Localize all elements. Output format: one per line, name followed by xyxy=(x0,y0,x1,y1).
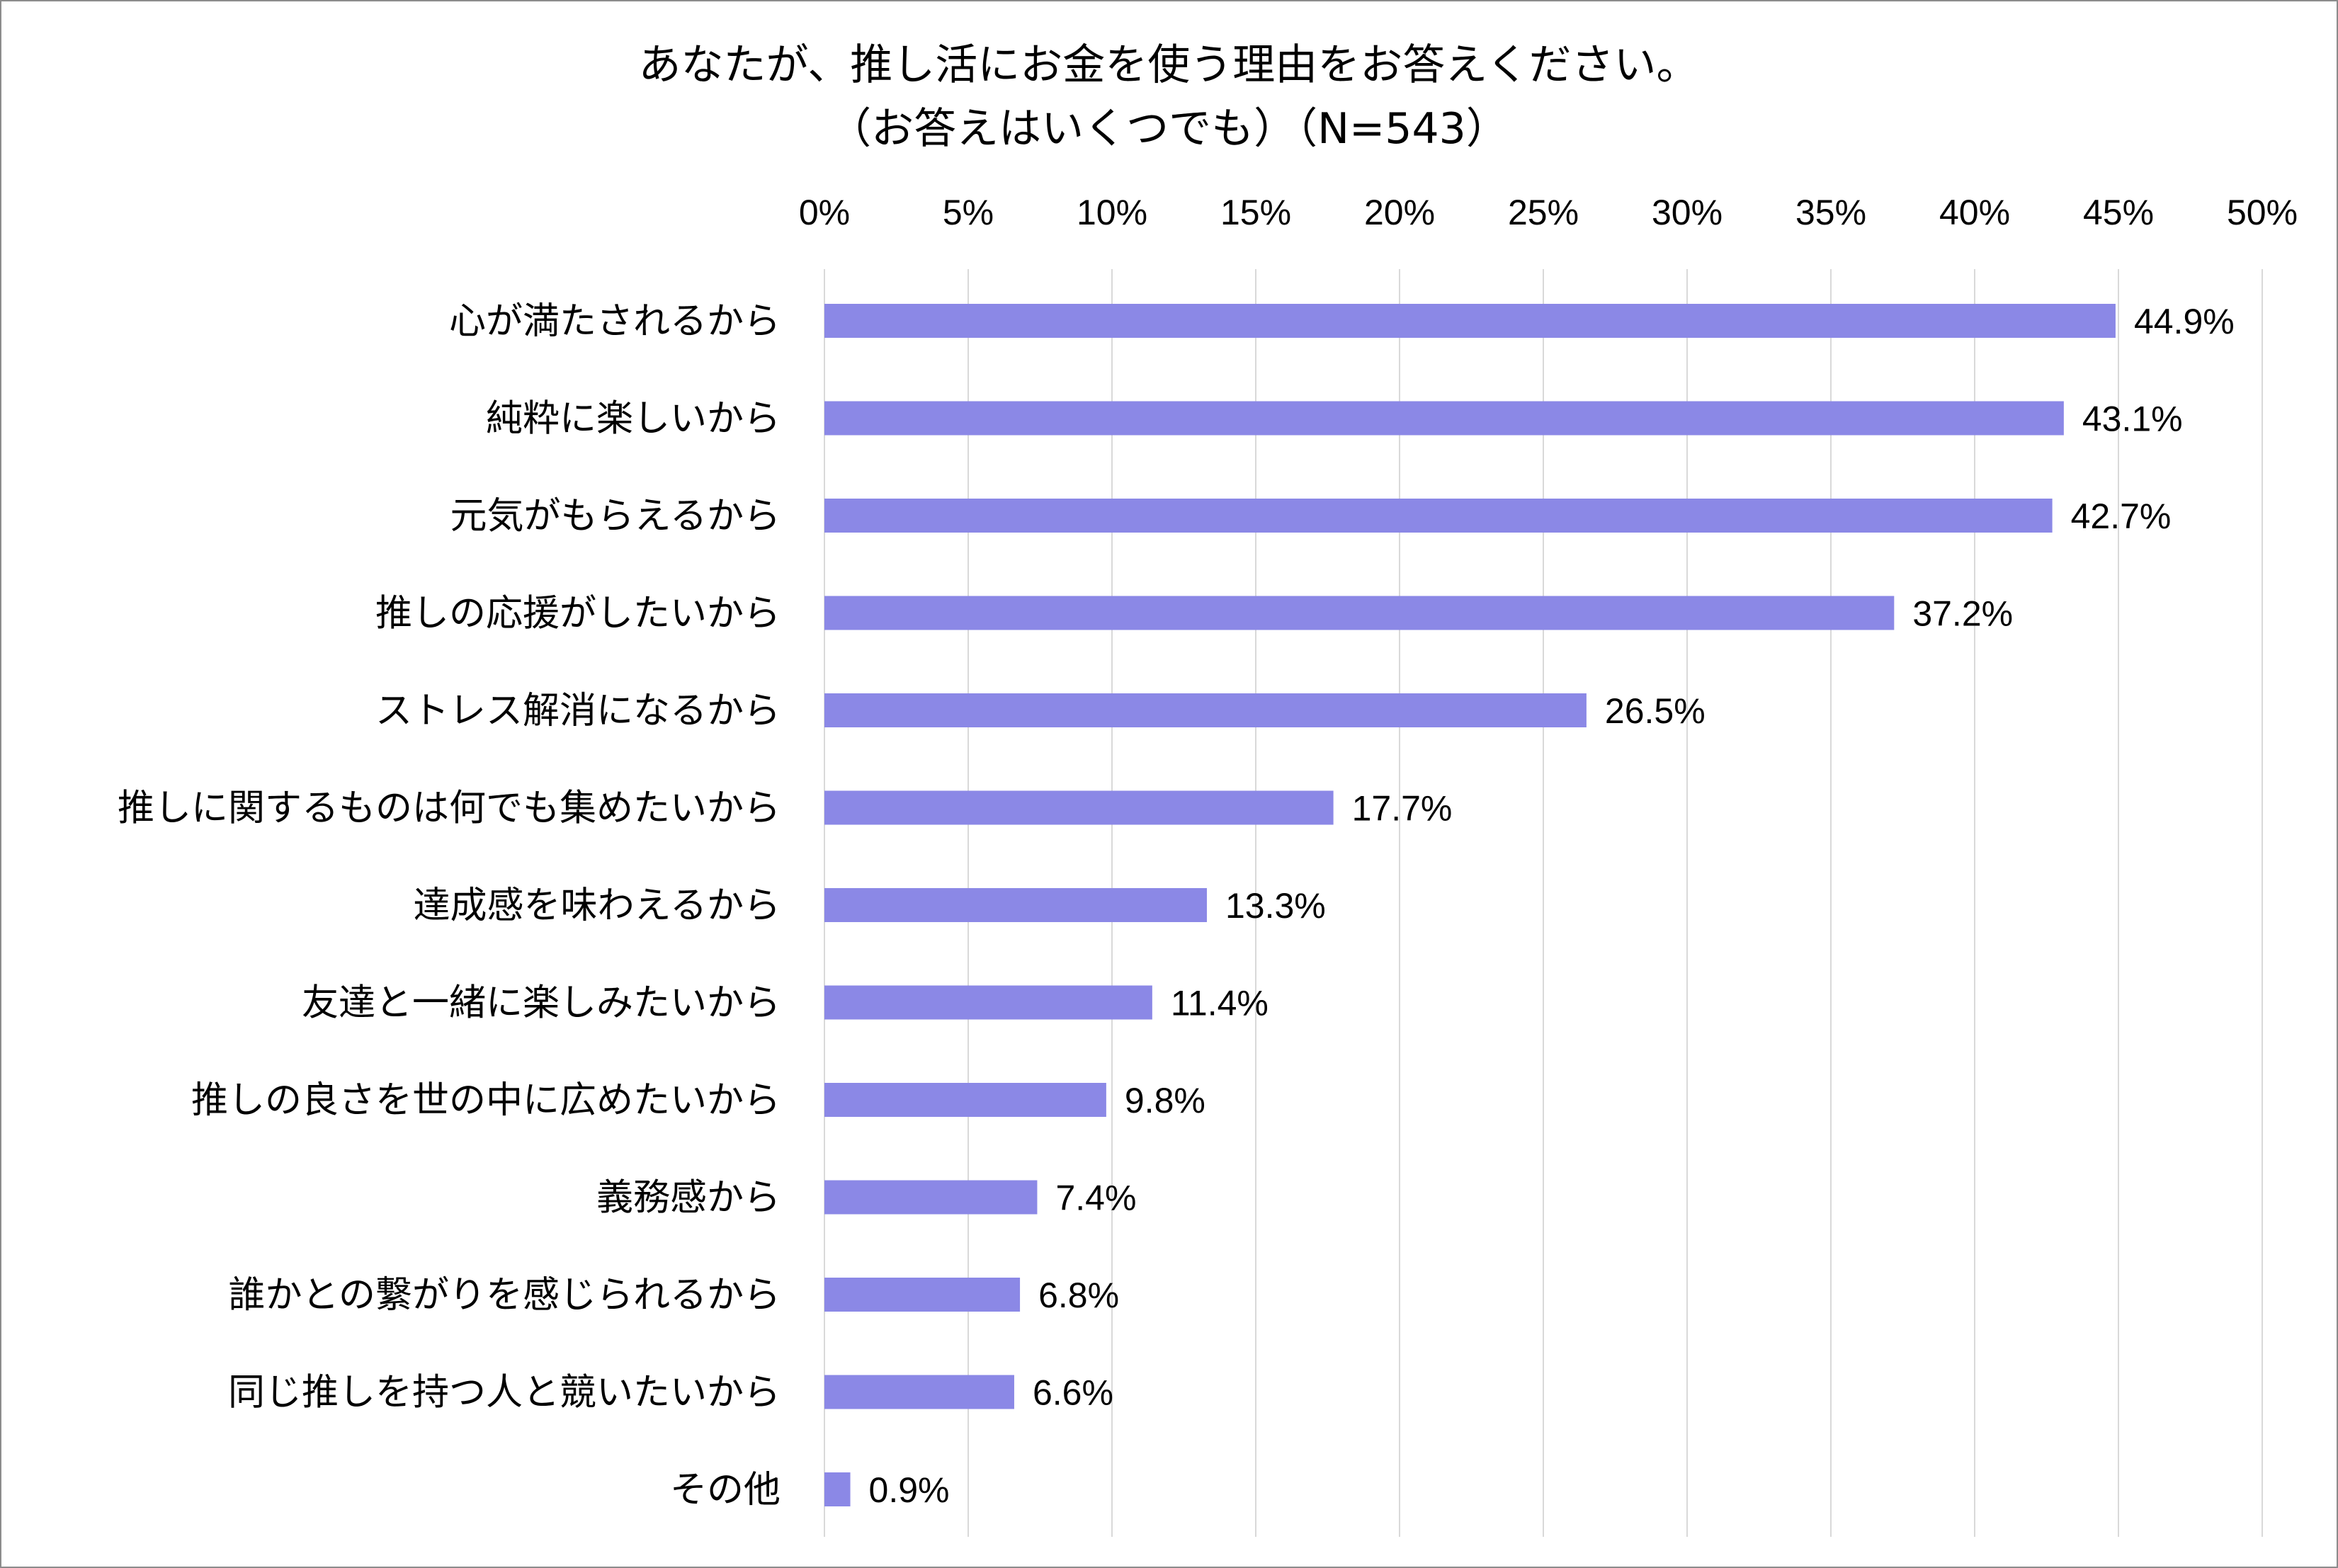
x-tick-label: 20% xyxy=(1364,193,1435,232)
x-tick-label: 35% xyxy=(1795,193,1866,232)
category-label: 同じ推しを持つ人と競いたいから xyxy=(228,1372,781,1414)
bar-value-label: 11.4% xyxy=(1171,984,1269,1023)
gridlines xyxy=(824,269,2263,1537)
bar-value-label: 43.1% xyxy=(2082,399,2183,439)
bar-value-label: 17.7% xyxy=(1352,789,1453,829)
bar-value-label: 6.8% xyxy=(1038,1276,1119,1315)
bar-value-label: 26.5% xyxy=(1605,691,1706,731)
bar xyxy=(824,1278,1021,1312)
bar-value-label: 42.7% xyxy=(2071,496,2172,536)
x-axis-ticks: 0% 5% 10% 15% 20% 25% 30% 35% 40% 45% 50% xyxy=(799,193,2298,232)
x-tick-label: 50% xyxy=(2227,193,2298,232)
value-labels: 44.9% 43.1% 42.7% 37.2% 26.5% 17.7% 13.3% 11.4%… xyxy=(869,302,2235,1510)
bar-value-label: 13.3% xyxy=(1225,886,1326,926)
chart-title: あなたが、推し活にお金を使う理由をお答えください。 xyxy=(639,40,1699,90)
x-tick-label: 5% xyxy=(943,193,994,232)
x-tick-label: 45% xyxy=(2083,193,2154,232)
category-labels: 心が満たされるから純粋に楽しいから元気がもらえるから推しの応援がしたいからストレ… xyxy=(118,300,781,1511)
category-label: 義務感から xyxy=(596,1177,781,1220)
x-tick-label: 15% xyxy=(1220,193,1291,232)
bar xyxy=(824,1472,851,1506)
bar xyxy=(824,790,1334,825)
bar xyxy=(824,1180,1038,1215)
bar-value-label: 9.8% xyxy=(1125,1081,1205,1120)
bar xyxy=(824,304,2116,338)
bars xyxy=(824,304,2116,1506)
category-label: 誰かとの繋がりを感じられるから xyxy=(229,1274,781,1317)
category-label: 推しの応援がしたいから xyxy=(375,593,781,635)
bar xyxy=(824,888,1207,922)
category-label: 心が満たされるから xyxy=(449,300,781,343)
bar-value-label: 0.9% xyxy=(869,1470,950,1510)
bar xyxy=(824,401,2064,436)
chart-subtitle: （お答えはいくつでも）（N=543） xyxy=(829,104,1509,154)
x-tick-label: 30% xyxy=(1652,193,1723,232)
bar xyxy=(824,596,1895,630)
bar xyxy=(824,1375,1014,1409)
bar xyxy=(824,693,1587,727)
bar xyxy=(824,499,2053,533)
category-label: 推しの良さを世の中に広めたいから xyxy=(191,1079,781,1122)
bar xyxy=(824,985,1152,1020)
category-label: 純粋に楽しいから xyxy=(486,398,781,441)
bar-value-label: 7.4% xyxy=(1055,1178,1136,1218)
category-label: 友達と一緒に楽しみたいから xyxy=(302,982,781,1025)
bar-value-label: 44.9% xyxy=(2134,302,2235,341)
bar-value-label: 6.6% xyxy=(1033,1373,1113,1413)
bar xyxy=(824,1083,1106,1117)
x-tick-label: 25% xyxy=(1508,193,1579,232)
category-label: ストレス解消になるから xyxy=(375,690,781,732)
category-label: 元気がもらえるから xyxy=(450,495,781,538)
bar-value-label: 37.2% xyxy=(1912,594,2013,634)
x-tick-label: 10% xyxy=(1077,193,1147,232)
category-label: 達成感を味わえるから xyxy=(414,885,781,927)
category-label: 推しに関するものは何でも集めたいから xyxy=(118,788,781,830)
x-tick-label: 0% xyxy=(799,193,850,232)
category-label: その他 xyxy=(670,1469,781,1511)
x-tick-label: 40% xyxy=(1939,193,2010,232)
